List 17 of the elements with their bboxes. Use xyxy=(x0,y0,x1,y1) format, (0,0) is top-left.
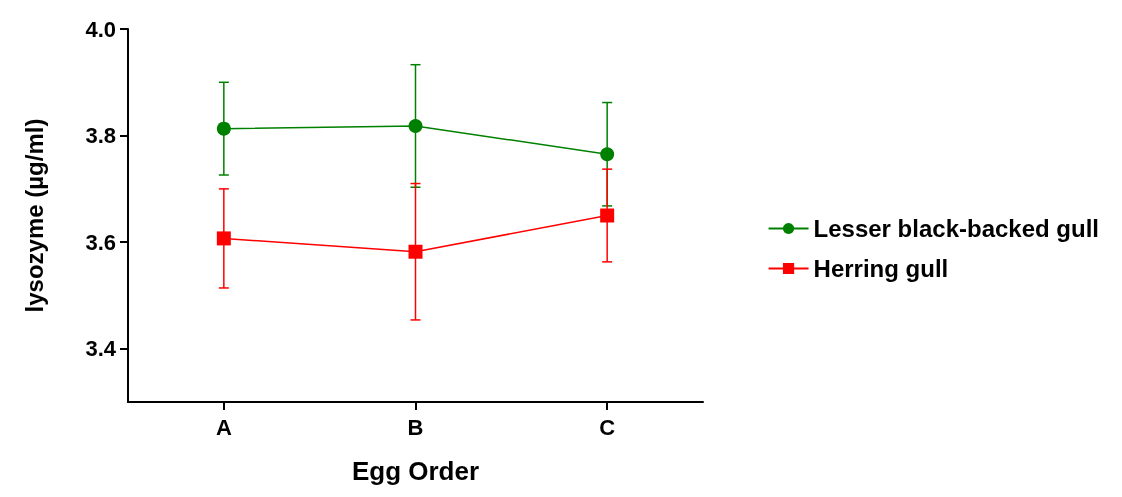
legend-label: Herring gull xyxy=(813,255,949,282)
x-tick-label: B xyxy=(407,414,424,440)
point xyxy=(216,231,231,246)
y-tick-label: 4.0 xyxy=(85,16,116,42)
point xyxy=(600,147,615,162)
point xyxy=(408,244,423,259)
x-tick-label: A xyxy=(215,414,232,440)
y-tick-label: 3.4 xyxy=(85,336,117,362)
x-axis-title: Egg Order xyxy=(351,456,480,486)
point xyxy=(216,121,231,136)
y-axis-title: lysozyme (µg/ml) xyxy=(20,118,48,313)
y-tick-label: 3.6 xyxy=(85,229,116,255)
y-tick-label: 3.8 xyxy=(85,123,116,149)
point xyxy=(408,118,423,133)
x-tick-label: C xyxy=(599,414,616,440)
point xyxy=(600,208,615,223)
legend-label: Lesser black-backed gull xyxy=(813,215,1100,242)
